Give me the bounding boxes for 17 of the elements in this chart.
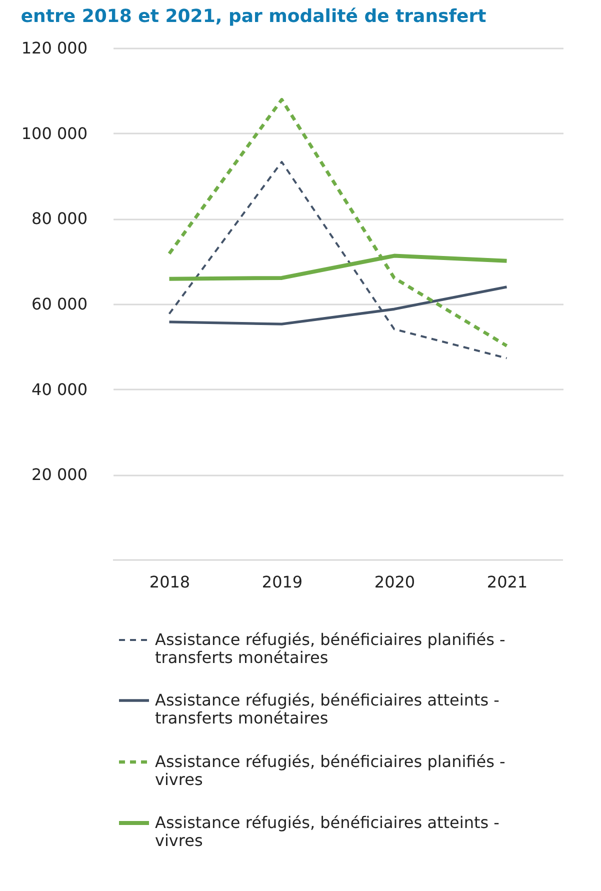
y-tick-label: 120 000	[21, 38, 88, 58]
x-tick-label: 2021	[486, 572, 528, 592]
legend-label: Assistance réfugiés, bénéficiaires atteints - transferts monétaires	[155, 690, 500, 728]
y-tick-label: 40 000	[32, 380, 88, 399]
y-tick-label: 100 000	[21, 124, 88, 143]
y-tick-label: 20 000	[32, 465, 88, 484]
legend-label: Assistance réfugiés, bénéficiaires planifiés - transferts monétaires	[155, 630, 506, 667]
legend-label: Assistance réfugiés, bénéficiaires planifiés - vivres	[155, 752, 506, 789]
x-tick-label: 2019	[262, 572, 303, 592]
line-series	[168, 160, 508, 360]
x-tick-label: 2018	[149, 572, 190, 592]
x-tick-label: 2020	[374, 572, 416, 592]
chart-title: entre 2018 et 2021, par modalité de transfert	[20, 6, 487, 27]
y-tick-label: 60 000	[32, 294, 88, 314]
line-series	[168, 98, 508, 348]
legend-label: Assistance réfugiés, bénéficiaires atteints - vivres	[155, 813, 500, 850]
y-tick-label: 80 000	[32, 209, 88, 228]
